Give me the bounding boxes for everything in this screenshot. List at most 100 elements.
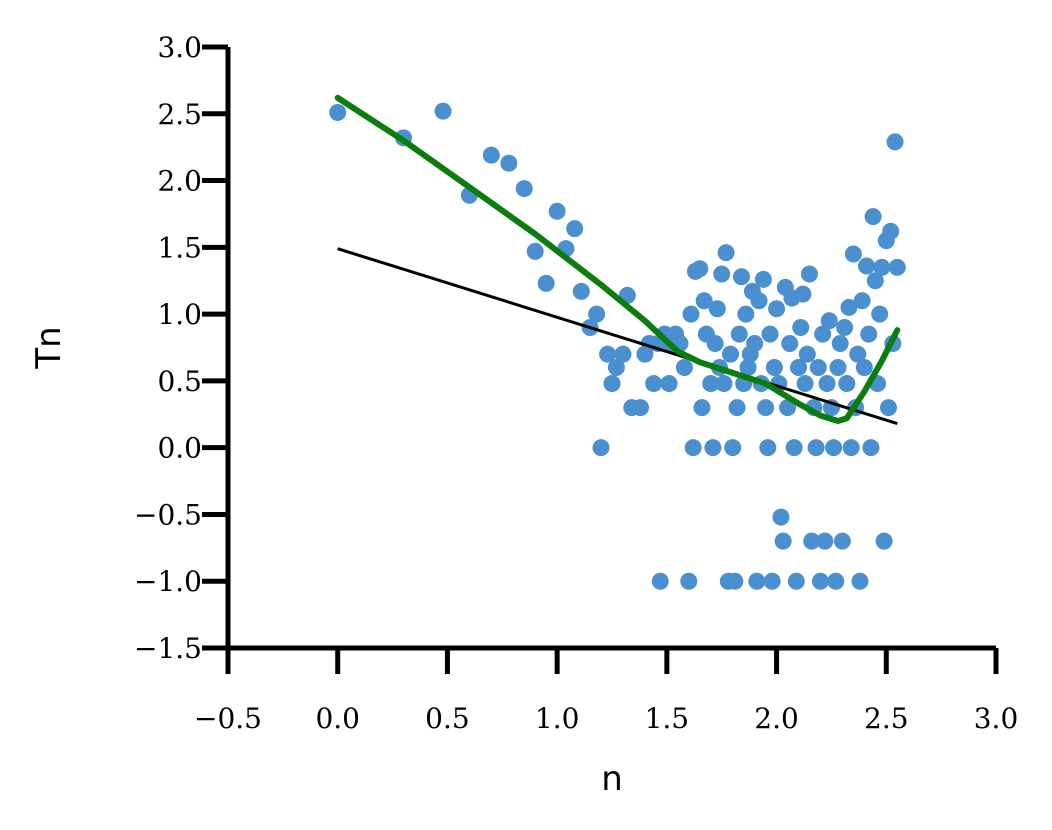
scatter-point [614,345,632,363]
scatter-point [796,375,814,393]
scatter-point [809,359,827,377]
scatter-point [879,399,897,417]
x-tick-label: 2.0 [754,702,799,735]
scatter-point [693,399,711,417]
y-tick-label: 3.0 [157,31,202,64]
scatter-point [785,439,803,457]
scatter-point [746,334,764,352]
y-tick-label: 1.5 [157,231,202,264]
scatter-point [798,345,816,363]
scatter-point [860,325,878,343]
scatter-point [675,359,693,377]
scatter-point [827,572,845,590]
scatter-point [792,318,810,336]
x-tick-label: 1.0 [535,702,580,735]
scatter-point [588,305,606,323]
scatter-point [886,133,904,151]
scatter-point [866,272,884,290]
scatter-point [702,375,720,393]
scatter-point [482,146,500,164]
scatter-point [855,359,873,377]
scatter-point [329,103,347,121]
scatter-point [807,439,825,457]
scatter-point [724,439,742,457]
scatter-point [838,375,856,393]
scatter-point [645,375,663,393]
x-tick-label: 3.0 [974,702,1019,735]
scatter-point [515,180,533,198]
scatter-point [888,258,906,276]
y-tick-label: 2.0 [157,165,202,198]
scatter-point [768,300,786,318]
scatter-point [721,345,739,363]
scatter-point [599,345,617,363]
scatter-point [774,532,792,550]
y-tick-label: 0.5 [157,365,202,398]
scatter-point [500,154,518,172]
scatter-point [831,334,849,352]
scatter-point [695,292,713,310]
scatter-point [844,245,862,263]
scatter-point [803,532,821,550]
scatter-point [566,220,584,238]
scatter-point [763,572,781,590]
x-tick-label: 2.5 [864,702,909,735]
smooth-fit-line [334,94,901,424]
scatter-point [875,532,893,550]
scatter-point [548,202,566,220]
scatter-point [759,439,777,457]
scatter-point [680,572,698,590]
y-tick-label: −0.5 [134,498,202,531]
x-tick-label: 0.5 [425,702,470,735]
scatter-point [858,257,876,275]
scatter-point [873,258,891,276]
x-tick-label: 0.0 [315,702,360,735]
fit-lines-layer [334,94,901,426]
scatter-point [765,359,783,377]
scatter-point [849,345,867,363]
x-tick-label: 1.5 [645,702,690,735]
scatter-point [754,270,772,288]
y-tick-label: 0.0 [157,432,202,465]
scatter-point [840,298,858,316]
x-axis-label: n [601,759,623,799]
scatter-point [713,265,731,283]
scatter-point [814,325,832,343]
scatter-point [706,334,724,352]
scatter-point [882,222,900,240]
scatter-point [836,318,854,336]
scatter-point [794,285,812,303]
scatter-point [682,305,700,323]
scatter-point [781,334,799,352]
scatter-point [800,265,818,283]
scatter-point [772,508,790,526]
scatter-point [818,375,836,393]
y-ticks: −1.5 −1.0 −0.5 0.0 0.5 1.0 1.5 2.0 2.5 3.0 [134,31,228,665]
scatter-point [603,375,621,393]
x-ticks: −0.5 0.0 0.5 1.0 1.5 2.0 2.5 3.0 [194,648,1018,735]
scatter-point [632,399,650,417]
scatter-point [779,399,797,417]
scatter-point [732,268,750,286]
y-tick-label: −1.0 [134,565,202,598]
scatter-point [434,102,452,120]
scatter-point [825,439,843,457]
scatter-point [790,359,808,377]
scatter-point [853,292,871,310]
scatter-point [592,439,610,457]
scatter-point [726,572,744,590]
axes-layer [225,47,996,651]
linear-fit-line [337,247,898,426]
y-tick-label: 1.0 [157,298,202,331]
scatter-point [811,572,829,590]
y-tick-label: −1.5 [134,632,202,665]
x-tick-label: −0.5 [194,702,262,735]
scatter-point [607,359,625,377]
scatter-point [704,439,722,457]
scatter-point [871,305,889,323]
scatter-point [820,312,838,330]
scatter-point [833,532,851,550]
scatter-point [748,572,766,590]
scatter-point [851,572,869,590]
